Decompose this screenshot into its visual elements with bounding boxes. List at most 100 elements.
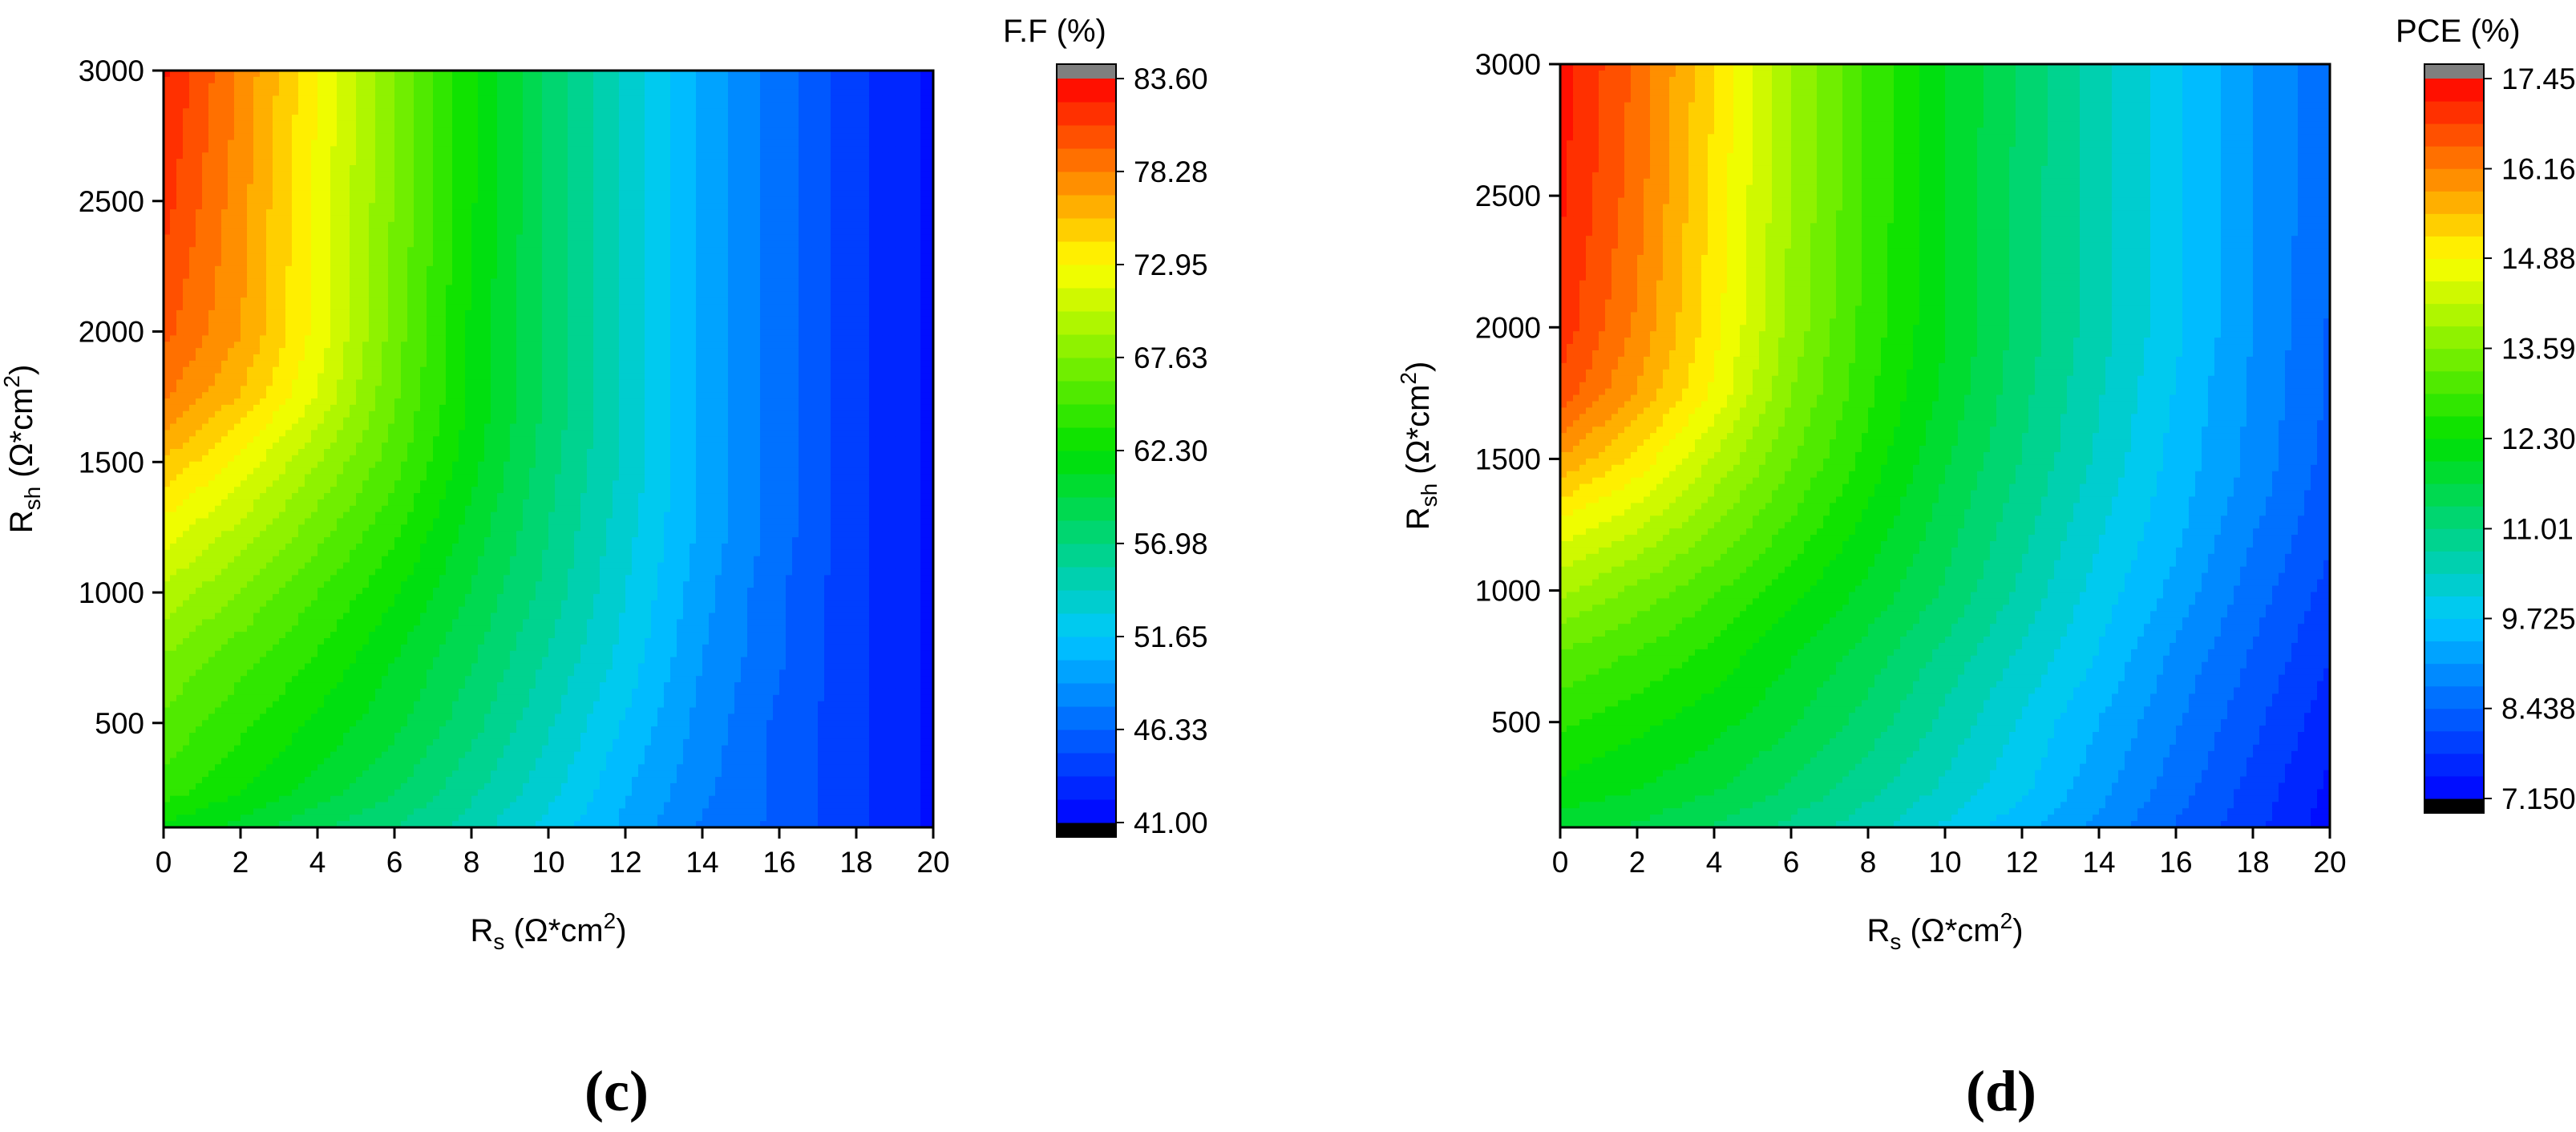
heatmap-cell xyxy=(542,279,549,285)
heatmap-cell xyxy=(741,203,748,209)
heatmap-cell xyxy=(221,134,228,140)
heatmap-cell xyxy=(285,83,293,90)
heatmap-cell xyxy=(362,203,370,209)
heatmap-cell xyxy=(593,209,601,216)
heatmap-cell xyxy=(811,83,819,90)
heatmap-cell xyxy=(702,146,710,152)
heatmap-cell xyxy=(471,222,479,228)
heatmap-cell xyxy=(818,77,825,83)
heatmap-cell xyxy=(683,152,690,159)
heatmap-cell xyxy=(664,266,671,273)
heatmap-cell xyxy=(516,108,524,115)
heatmap-cell xyxy=(362,323,370,329)
heatmap-cell xyxy=(779,253,787,260)
heatmap-cell xyxy=(632,273,639,279)
heatmap-cell xyxy=(664,216,671,222)
heatmap-cell xyxy=(696,172,703,178)
heatmap-cell xyxy=(760,134,767,140)
heatmap-cell xyxy=(491,115,498,121)
heatmap-cell xyxy=(414,241,421,247)
heatmap-cell xyxy=(657,83,665,90)
heatmap-cell xyxy=(285,121,293,127)
heatmap-cell xyxy=(427,323,434,329)
heatmap-cell xyxy=(452,159,459,165)
heatmap-cell xyxy=(196,266,203,273)
heatmap-cell xyxy=(215,304,222,310)
heatmap-cell xyxy=(471,323,479,329)
heatmap-cell xyxy=(311,266,318,273)
heatmap-cell xyxy=(568,317,575,323)
heatmap-cell xyxy=(606,95,613,102)
heatmap-cell xyxy=(317,134,325,140)
heatmap-cell xyxy=(645,247,652,253)
heatmap-cell xyxy=(824,152,831,159)
heatmap-cell xyxy=(728,140,735,147)
heatmap-cell xyxy=(677,172,684,178)
heatmap-cell xyxy=(908,83,915,90)
heatmap-cell xyxy=(516,291,524,297)
heatmap-cell xyxy=(484,190,491,196)
heatmap-cell xyxy=(709,247,716,253)
heatmap-cell xyxy=(253,266,261,273)
heatmap-cell xyxy=(869,196,876,203)
heatmap-cell xyxy=(401,260,408,266)
heatmap-cell xyxy=(279,115,286,121)
heatmap-cell xyxy=(497,172,504,178)
heatmap-cell xyxy=(234,260,241,266)
heatmap-cell xyxy=(779,152,787,159)
heatmap-cell xyxy=(799,323,806,329)
heatmap-cell xyxy=(856,159,863,165)
heatmap-cell xyxy=(407,260,415,266)
heatmap-cell xyxy=(510,260,517,266)
heatmap-cell xyxy=(484,253,491,260)
heatmap-cell xyxy=(362,291,370,297)
heatmap-cell xyxy=(234,95,241,102)
heatmap-cell xyxy=(516,172,524,178)
heatmap-cell xyxy=(420,297,427,304)
heatmap-cell xyxy=(766,285,774,291)
heatmap-cell xyxy=(760,165,767,172)
heatmap-cell xyxy=(189,83,196,90)
heatmap-cell xyxy=(292,134,299,140)
heatmap-cell xyxy=(484,108,491,115)
heatmap-cell xyxy=(337,222,344,228)
heatmap-cell xyxy=(215,228,222,235)
heatmap-cell xyxy=(369,172,376,178)
heatmap-cell xyxy=(664,121,671,127)
heatmap-cell xyxy=(529,329,536,336)
heatmap-cell xyxy=(773,152,780,159)
heatmap-cell xyxy=(882,190,889,196)
heatmap-cell xyxy=(266,121,273,127)
heatmap-cell xyxy=(722,115,729,121)
heatmap-cell xyxy=(696,115,703,121)
heatmap-cell xyxy=(471,216,479,222)
heatmap-cell xyxy=(407,159,415,165)
heatmap-cell xyxy=(555,159,562,165)
heatmap-cell xyxy=(683,77,690,83)
heatmap-cell xyxy=(273,190,280,196)
heatmap-cell xyxy=(593,83,601,90)
heatmap-cell xyxy=(888,222,896,228)
heatmap-cell xyxy=(407,279,415,285)
heatmap-cell xyxy=(285,203,293,209)
heatmap-cell xyxy=(831,102,838,108)
heatmap-cell xyxy=(683,172,690,178)
heatmap-cell xyxy=(555,115,562,121)
heatmap-cell xyxy=(279,209,286,216)
heatmap-cell xyxy=(779,203,787,209)
heatmap-cell xyxy=(414,235,421,241)
heatmap-cell xyxy=(446,178,453,184)
heatmap-cell xyxy=(831,247,838,253)
heatmap-cell xyxy=(196,102,203,108)
heatmap-cell xyxy=(914,77,921,83)
heatmap-cell xyxy=(811,323,819,329)
heatmap-cell xyxy=(433,127,440,134)
heatmap-cell xyxy=(722,222,729,228)
heatmap-cell xyxy=(260,83,267,90)
heatmap-cell xyxy=(651,90,658,96)
heatmap-cell xyxy=(818,152,825,159)
heatmap-cell xyxy=(638,77,645,83)
heatmap-cell xyxy=(439,172,447,178)
heatmap-cell xyxy=(843,83,851,90)
heatmap-cell xyxy=(824,203,831,209)
